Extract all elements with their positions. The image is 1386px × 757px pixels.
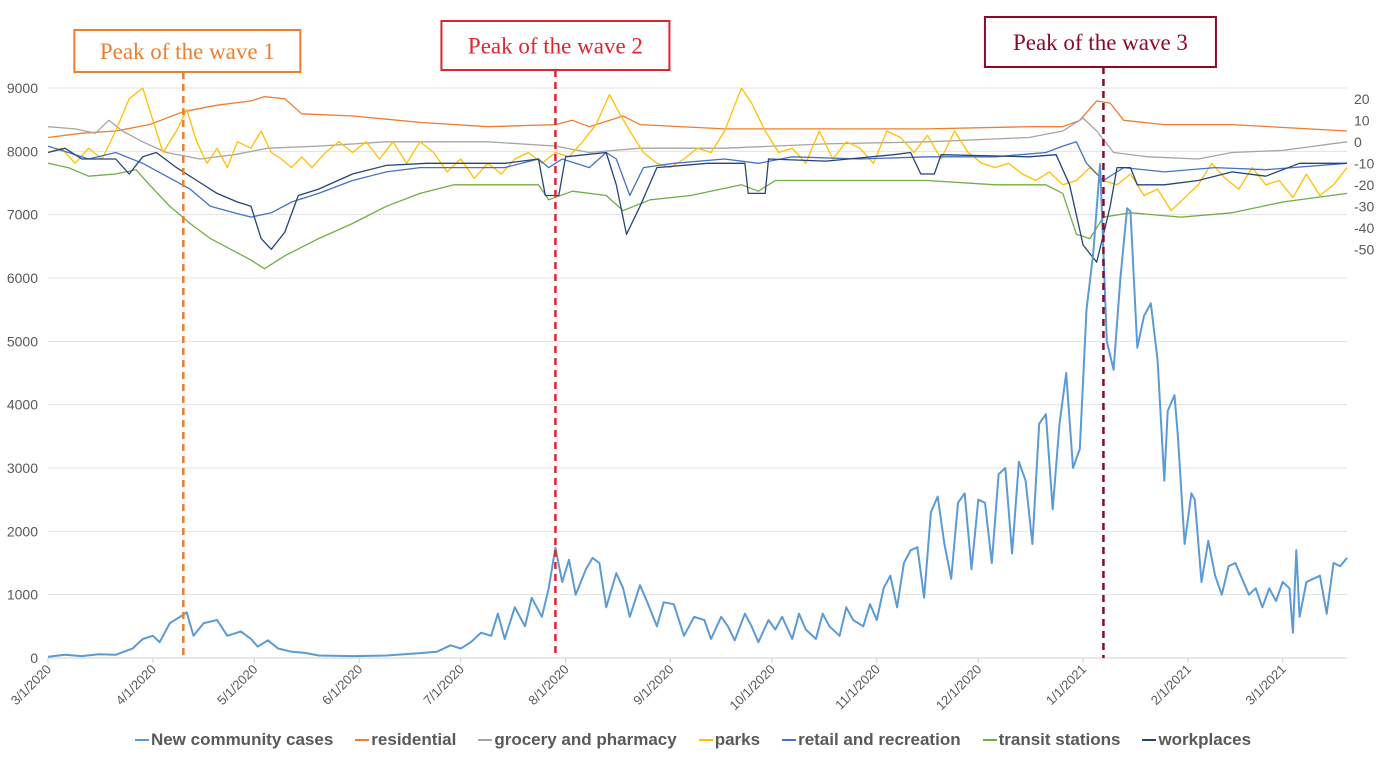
legend-swatch <box>782 739 797 741</box>
legend-swatch <box>355 739 370 741</box>
y-left-tick-label: 9000 <box>7 80 38 96</box>
legend-item: retail and recreation <box>782 730 961 750</box>
y-left-tick-label: 2000 <box>7 523 38 539</box>
legend-label: transit stations <box>998 730 1121 749</box>
series-line-parks <box>47 87 1348 212</box>
legend-item: residential <box>355 730 456 750</box>
legend-item: New community cases <box>134 730 334 750</box>
x-tick-label: 1/1/2021 <box>1043 662 1089 708</box>
y-left-tick-label: 7000 <box>7 207 38 223</box>
x-tick-label: 12/1/2020 <box>933 662 985 714</box>
legend-label: retail and recreation <box>798 730 961 749</box>
legend-item: transit stations <box>982 730 1121 750</box>
legend-item: grocery and pharmacy <box>478 730 677 750</box>
y-left-tick-label: 1000 <box>7 587 38 603</box>
annotation-label: Peak of the wave 2 <box>468 34 643 59</box>
x-tick-label: 3/1/2020 <box>8 662 54 708</box>
x-tick-label: 9/1/2020 <box>630 662 676 708</box>
series-line-residential <box>47 95 1348 139</box>
x-tick-label: 4/1/2020 <box>113 662 159 708</box>
y-left-tick-label: 8000 <box>7 143 38 159</box>
legend-swatch <box>478 739 493 741</box>
legend-swatch <box>1142 739 1157 741</box>
x-tick-label: 5/1/2020 <box>214 662 260 708</box>
x-tick-label: 10/1/2020 <box>727 662 779 714</box>
y-right-tick-label: -30 <box>1354 198 1374 214</box>
y-right-tick-label: -10 <box>1354 155 1374 171</box>
series-line-grocery-and-pharmacy <box>47 117 1348 160</box>
series-line-transit-stations <box>47 162 1348 270</box>
x-tick-label: 6/1/2020 <box>319 662 365 708</box>
legend-swatch <box>134 739 149 741</box>
series-line-workplaces <box>47 147 1347 263</box>
annotation-box <box>983 16 1217 68</box>
x-tick-label: 2/1/2021 <box>1148 662 1194 708</box>
series-line-retail-and-recreation <box>47 141 1348 218</box>
legend: New community cases residential grocery an… <box>0 730 1386 750</box>
legend-swatch <box>698 739 713 741</box>
x-tick-label: 3/1/2021 <box>1242 662 1288 708</box>
y-right-tick-label: -40 <box>1354 220 1374 236</box>
y-left-tick-label: 6000 <box>7 270 38 286</box>
y-left-tick-label: 4000 <box>7 397 38 413</box>
y-right-tick-label: 0 <box>1354 134 1362 150</box>
y-right-tick-label: -20 <box>1354 177 1374 193</box>
y-right-tick-label: -50 <box>1354 241 1374 257</box>
y-left-tick-label: 0 <box>30 650 38 666</box>
annotation-box <box>73 29 302 73</box>
y-left-tick-label: 5000 <box>7 333 38 349</box>
legend-label: residential <box>371 730 457 749</box>
x-tick-label: 8/1/2020 <box>525 662 571 708</box>
annotation-label: Peak of the wave 3 <box>1013 30 1188 55</box>
x-tick-label: 11/1/2020 <box>832 662 883 713</box>
legend-swatch <box>982 739 997 741</box>
legend-label: grocery and pharmacy <box>494 730 677 749</box>
annotation-box <box>440 20 671 71</box>
y-left-tick-label: 3000 <box>7 460 38 476</box>
y-right-tick-label: 20 <box>1354 91 1370 107</box>
y-right-tick-label: 10 <box>1354 112 1370 128</box>
x-tick-label: 7/1/2020 <box>420 662 466 708</box>
legend-label: New community cases <box>150 730 334 749</box>
legend-item: parks <box>698 730 761 750</box>
legend-label: workplaces <box>1158 730 1252 749</box>
annotation-label: Peak of the wave 1 <box>100 39 275 64</box>
series-line-new-community-cases <box>47 163 1348 658</box>
legend-label: parks <box>714 730 761 749</box>
legend-item: workplaces <box>1142 730 1251 750</box>
